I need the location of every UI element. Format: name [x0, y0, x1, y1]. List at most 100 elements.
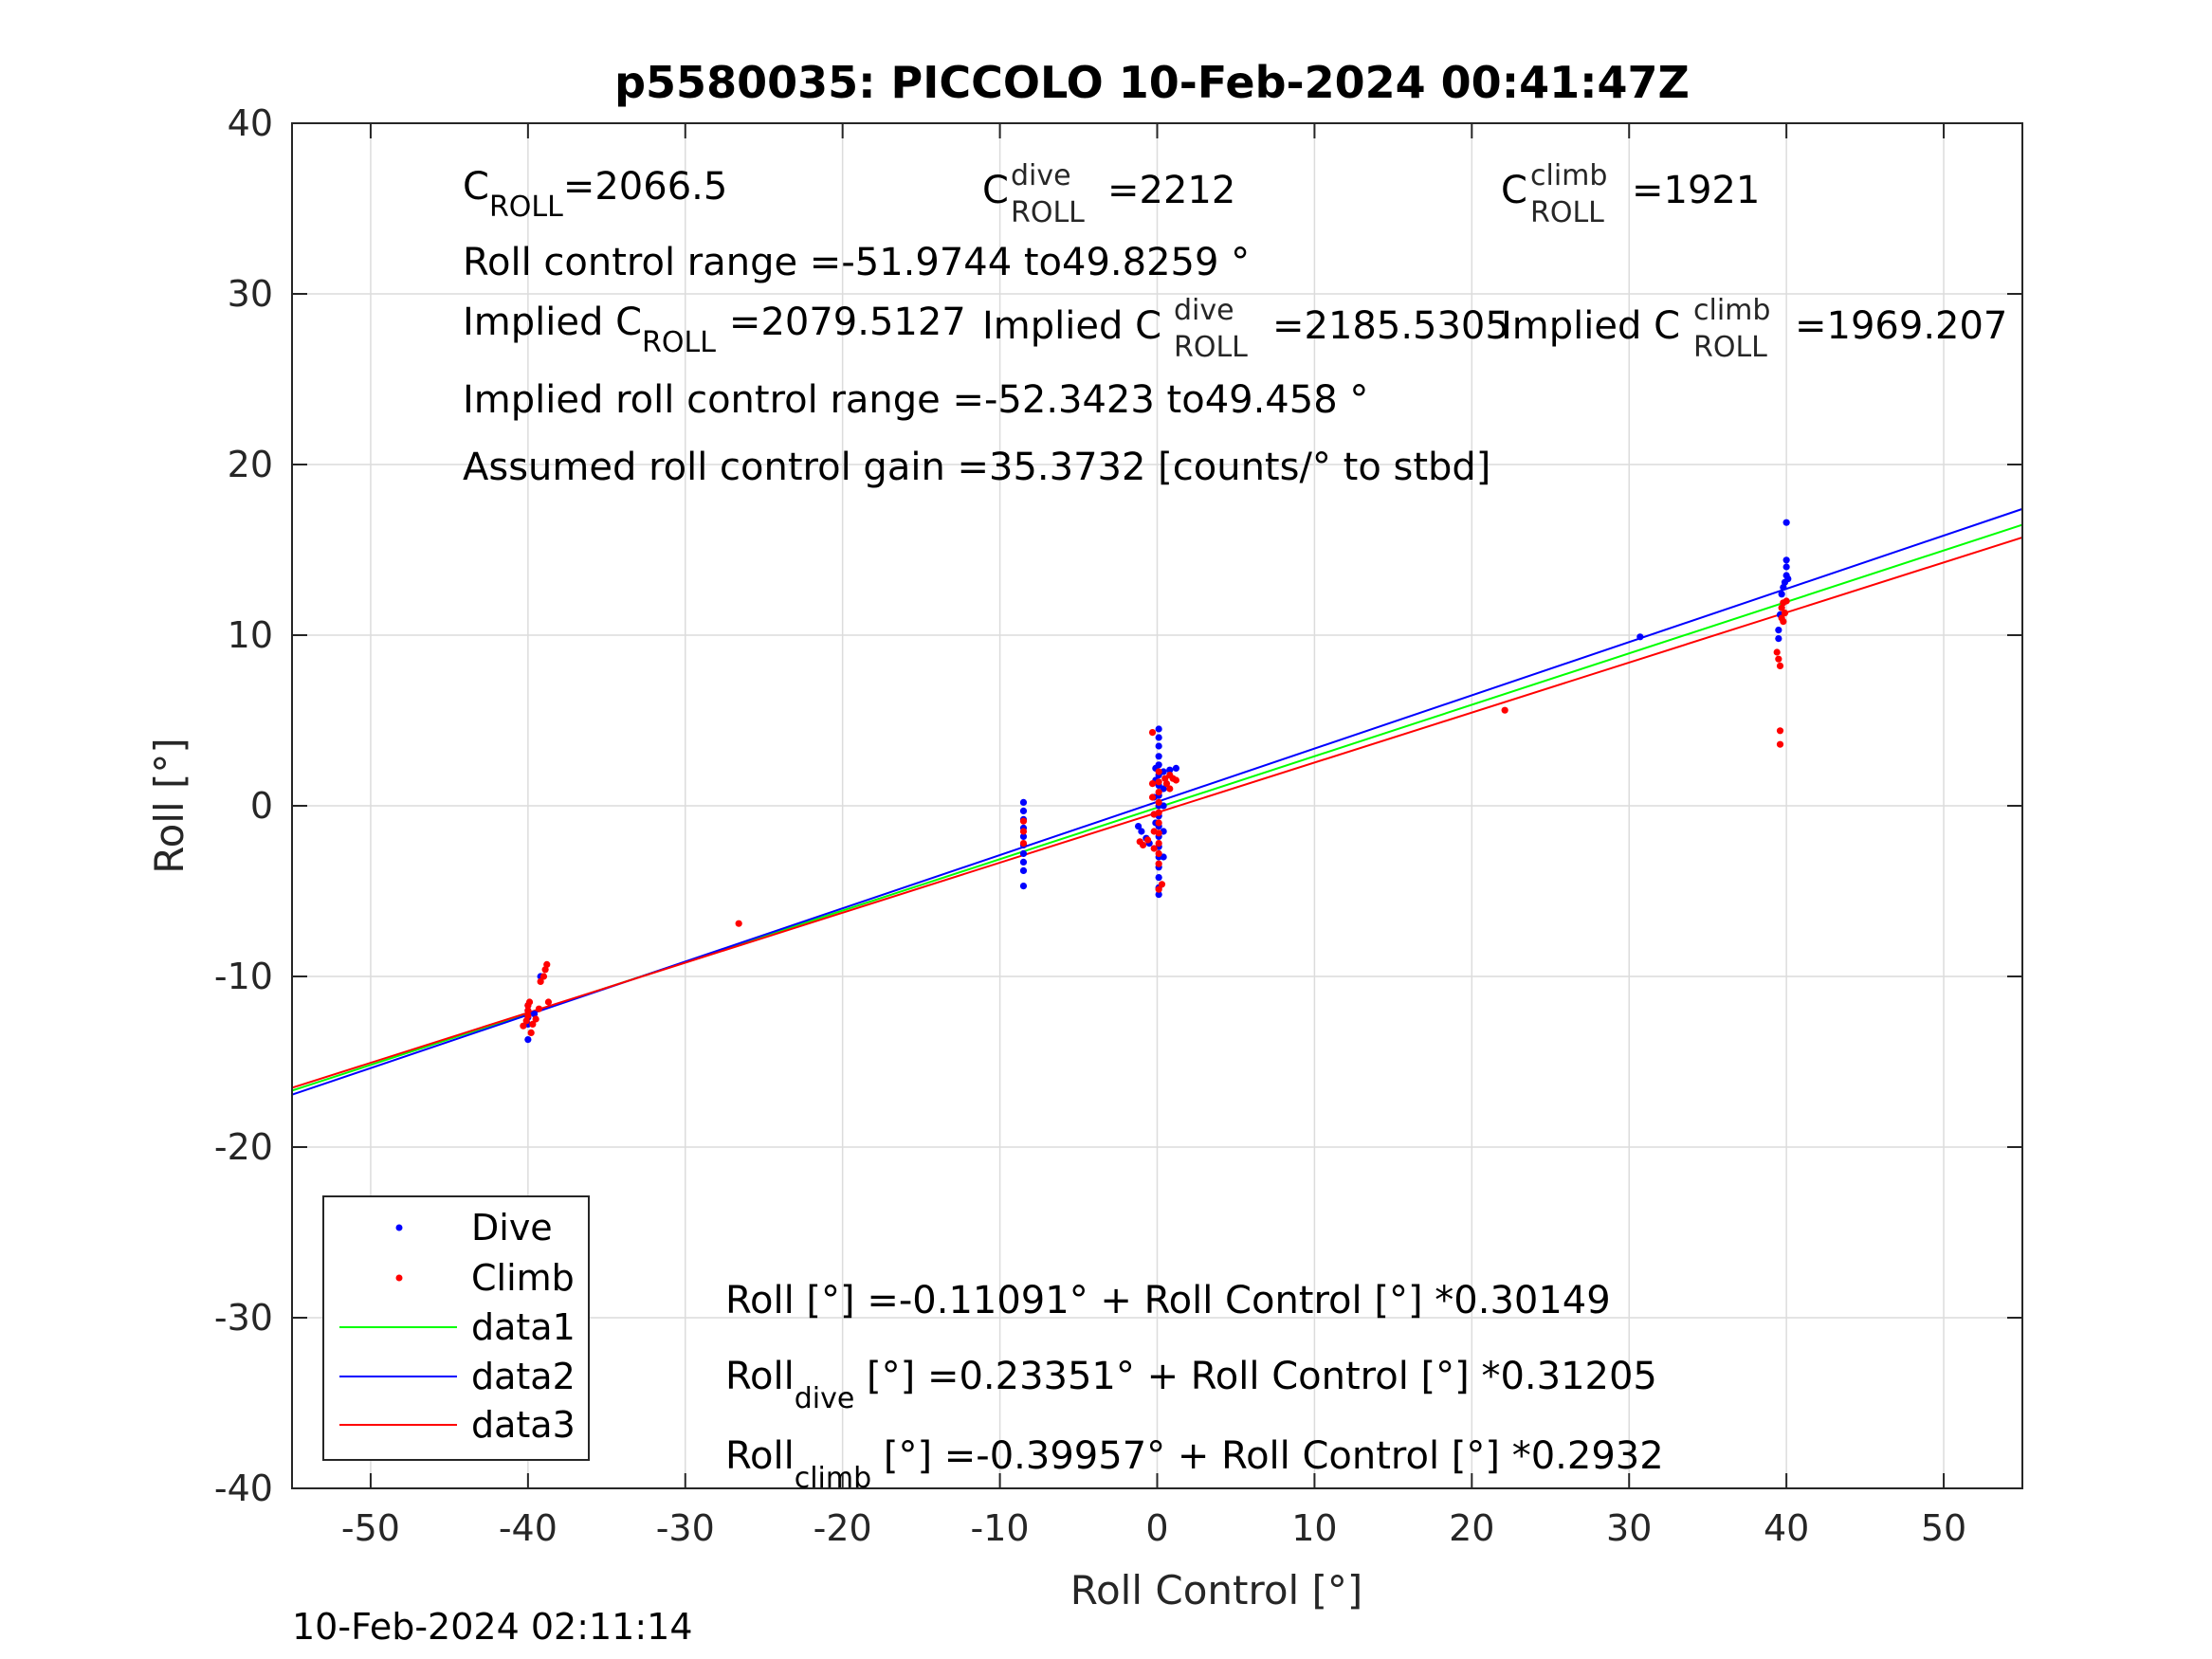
legend-dive-label: Dive	[471, 1207, 553, 1249]
climb-point	[1019, 840, 1028, 848]
dive-point	[1166, 766, 1174, 774]
dive-point	[1138, 828, 1145, 835]
dive-point	[1155, 761, 1162, 769]
dive-point	[1160, 785, 1167, 793]
y-tick-label: 30	[228, 273, 273, 315]
climb-point	[1155, 860, 1162, 867]
legend-data2-label: data2	[471, 1356, 576, 1397]
dive-point	[1780, 584, 1787, 592]
dive-point	[1160, 802, 1167, 810]
legend-data3-label: data3	[471, 1404, 576, 1446]
x-tick-label: -50	[341, 1507, 400, 1549]
axis-ticks	[292, 122, 2022, 1489]
dive-point	[1782, 563, 1790, 571]
climb-point	[1139, 841, 1147, 849]
climb-point	[1776, 727, 1784, 735]
implied-c-roll-climb-sup: climb	[1693, 294, 1770, 327]
c-roll-climb-sub: ROLL	[1530, 196, 1604, 229]
y-tick-label: 0	[250, 785, 273, 827]
x-tick-label: -30	[656, 1507, 715, 1549]
climb-point	[1166, 785, 1174, 793]
climb-point	[524, 1012, 532, 1019]
y-axis-label: Roll [°]	[146, 738, 192, 873]
fit-dive-annotation: Rolldive [°] =0.23351° + Roll Control [°…	[725, 1355, 1657, 1415]
dive-point	[1775, 627, 1782, 634]
legend: Dive Climb data1 data2 data3	[322, 1195, 590, 1461]
x-tick-label: 30	[1606, 1507, 1652, 1549]
dive-point	[1636, 633, 1644, 641]
climb-point	[1780, 618, 1787, 626]
climb-point	[1781, 610, 1789, 617]
x-tick-label: -10	[971, 1507, 1030, 1549]
chart-title: p5580035: PICCOLO 10-Feb-2024 00:41:47Z	[614, 57, 1690, 108]
c-roll-dive-value: =2212	[1107, 169, 1235, 212]
y-tick-label: -10	[214, 956, 273, 997]
y-tick-label: -40	[214, 1468, 273, 1509]
implied-c-roll-climb-value: =1969.207	[1795, 304, 2007, 348]
climb-point	[1501, 706, 1508, 714]
legend-climb-marker	[395, 1274, 403, 1282]
x-tick-label: 40	[1764, 1507, 1809, 1549]
climb-point	[1150, 845, 1158, 852]
dive-point	[1784, 575, 1792, 583]
climb-point	[520, 1022, 527, 1030]
climb-point	[541, 966, 549, 974]
climb-point	[1776, 662, 1784, 670]
x-axis-label: Roll Control [°]	[1070, 1567, 1363, 1613]
climb-point	[1773, 648, 1781, 656]
legend-dive-marker	[395, 1224, 403, 1231]
climb-point	[539, 973, 548, 980]
implied-c-roll-climb-sub: ROLL	[1693, 331, 1767, 364]
x-tick-label: -20	[814, 1507, 872, 1549]
implied-c-roll-annotation: Implied CROLL =2079.5127	[463, 301, 966, 359]
dive-point	[1019, 849, 1028, 858]
climb-point	[532, 1015, 539, 1023]
fit-climb-annotation: Rollclimb [°] =-0.39957° + Roll Control …	[725, 1434, 1664, 1495]
x-tick-label: 0	[1145, 1507, 1168, 1549]
climb-point	[735, 920, 742, 927]
climb-point	[1155, 789, 1162, 796]
c-roll-dive-sub: ROLL	[1011, 196, 1085, 229]
x-tick-label: 10	[1291, 1507, 1337, 1549]
dive-point	[1160, 853, 1167, 861]
dive-point	[530, 1011, 539, 1018]
dive-point	[1155, 874, 1162, 882]
climb-point	[1155, 885, 1162, 893]
dive-point	[1775, 635, 1782, 643]
climb-point	[1778, 604, 1785, 611]
climb-point	[1158, 881, 1166, 888]
climb-point	[525, 998, 534, 1006]
dive-point	[1155, 742, 1162, 750]
dive-point	[524, 1036, 532, 1044]
x-tick-label: 50	[1921, 1507, 1966, 1549]
implied-c-roll-climb-annotation: Implied C	[1501, 304, 1680, 348]
dive-point	[1155, 725, 1162, 733]
climb-point	[1148, 780, 1157, 788]
c-roll-dive-annotation: C	[982, 169, 1009, 212]
climb-point	[1019, 817, 1028, 825]
climb-point	[1155, 778, 1162, 786]
legend-climb-label: Climb	[471, 1257, 575, 1299]
fit-all-annotation: Roll [°] =-0.11091° + Roll Control [°] *…	[725, 1279, 1611, 1322]
dive-point	[1782, 556, 1790, 564]
climb-point	[1782, 597, 1790, 605]
climb-point	[527, 1029, 535, 1036]
climb-point	[1155, 830, 1162, 837]
climb-point	[1775, 655, 1782, 663]
c-roll-climb-annotation: C	[1501, 169, 1527, 212]
dive-point	[1778, 591, 1785, 598]
y-tick-label: -30	[214, 1297, 273, 1339]
climb-point	[1172, 776, 1180, 784]
climb-point	[1019, 828, 1028, 835]
climb-point	[544, 998, 553, 1006]
gain-annotation: Assumed roll control gain =35.3732 [coun…	[463, 446, 1490, 489]
dive-point	[1172, 764, 1180, 773]
y-tick-label: 10	[228, 614, 273, 656]
dive-point	[1019, 798, 1028, 807]
tick-labels: -50 -40 -30 -20 -10 0 10 20 30 40 50 -40 -30 -20 -10 0 1…	[214, 102, 1966, 1549]
dive-point	[1019, 866, 1028, 875]
climb-point	[1148, 729, 1157, 737]
climb-point	[1155, 819, 1162, 827]
y-tick-label: -20	[214, 1126, 273, 1168]
